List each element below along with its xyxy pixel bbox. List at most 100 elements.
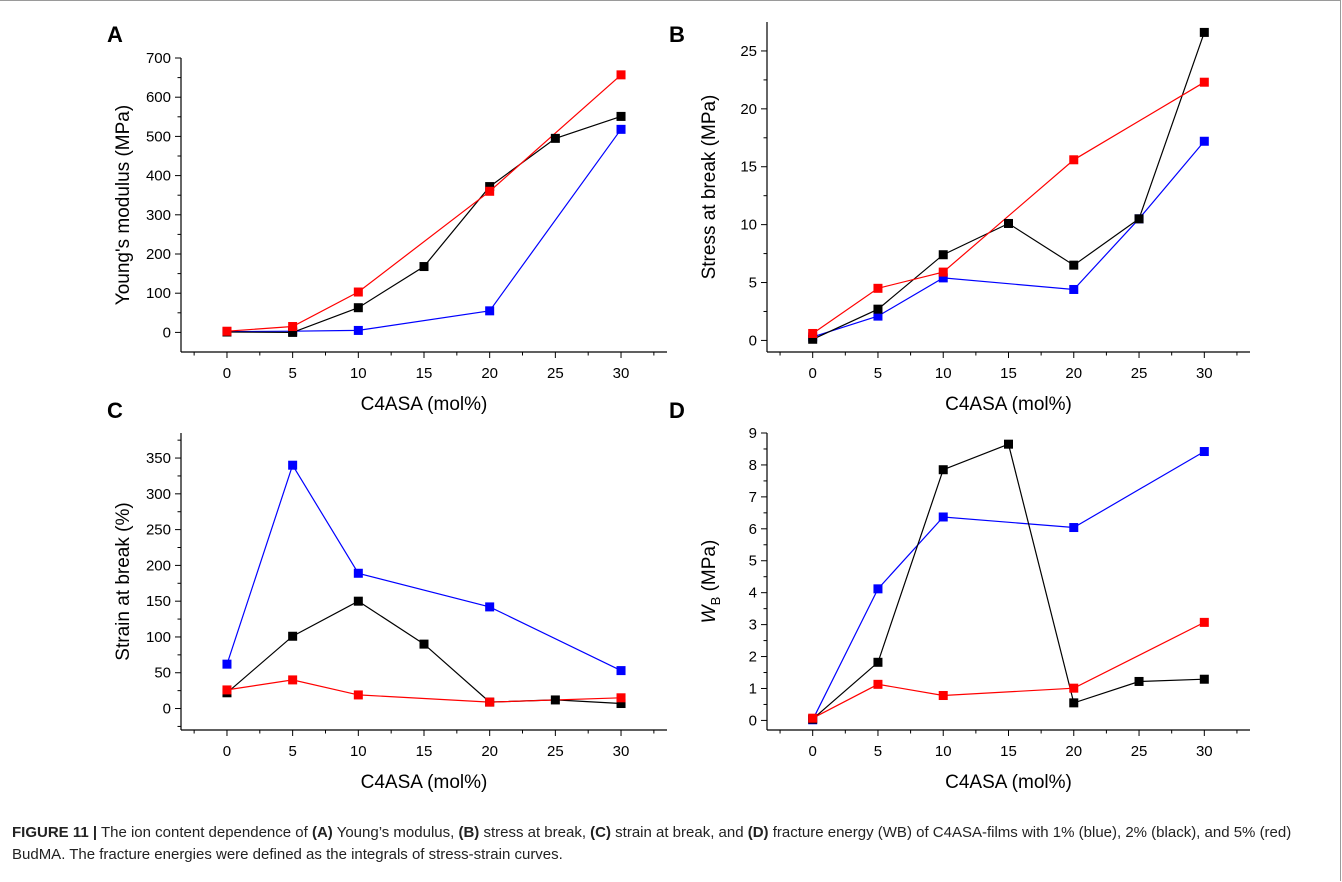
data-point — [938, 273, 948, 283]
y-tick-label: 4 — [749, 585, 757, 602]
data-point — [353, 325, 363, 335]
x-tick-label: 25 — [547, 743, 564, 760]
panel-letter-d: D — [669, 398, 685, 423]
y-tick-label: 600 — [146, 89, 171, 106]
y-tick-label: 5 — [749, 275, 757, 292]
y-tick-label: 10 — [740, 217, 757, 234]
series-line — [226, 115, 622, 334]
caption-text-1: The ion content dependence of — [97, 824, 312, 841]
x-tick-label: 15 — [416, 365, 433, 382]
data-point — [1199, 77, 1209, 87]
data-point — [616, 693, 626, 703]
y-tick-label: 200 — [146, 557, 171, 574]
x-tick-label: 30 — [613, 743, 630, 760]
data-point — [485, 182, 495, 192]
data-point — [808, 334, 818, 344]
data-point — [938, 465, 948, 475]
data-point — [938, 691, 948, 701]
data-point — [1134, 214, 1144, 224]
x-tick-label: 15 — [1000, 365, 1017, 382]
y-tick-label: 7 — [749, 489, 757, 506]
data-point — [938, 250, 948, 260]
caption-ref-a: (A) — [311, 824, 333, 841]
data-point — [550, 133, 560, 143]
y-tick-label: 20 — [740, 101, 757, 118]
data-point — [222, 326, 232, 336]
y-tick-label: 6 — [749, 521, 757, 538]
caption-text-2: Young’s modulus, — [332, 824, 459, 841]
x-tick-label: 30 — [1196, 743, 1213, 760]
data-point — [873, 679, 883, 689]
data-point — [1004, 439, 1013, 449]
y-tick-label: 500 — [146, 128, 171, 145]
y-tick-label: 25 — [740, 43, 757, 60]
data-point — [1069, 260, 1079, 270]
figure-caption: FIGURE 11 | The ion content dependence o… — [12, 822, 1312, 866]
x-tick-label: 10 — [350, 365, 367, 382]
data-point — [353, 596, 363, 606]
data-point — [485, 602, 495, 612]
x-axis-title: C4ASA (mol%) — [361, 394, 488, 415]
y-axis-title: Strain at break (%) — [113, 502, 134, 660]
panel-b: B 0 5 10 15 20 25 30 0 5 10 15 20 25 C4ASA (mol%) Stres… — [669, 22, 1250, 415]
caption-text-4: strain at break, and — [610, 824, 748, 841]
y-tick-label: 1 — [749, 680, 757, 697]
data-point — [353, 303, 363, 313]
y-tick-label: 250 — [146, 522, 171, 539]
data-point — [616, 699, 626, 709]
data-point — [873, 657, 883, 667]
x-tick-label: 10 — [935, 365, 952, 382]
data-point — [353, 287, 363, 297]
y-tick-label: 400 — [146, 168, 171, 185]
panel-letter-c: C — [107, 398, 123, 423]
y-tick-label: 700 — [146, 50, 171, 67]
caption-text-5: fracture energy (WB) of C4ASA-films with… — [12, 824, 1292, 863]
series-line — [226, 679, 622, 703]
series-line — [226, 74, 622, 332]
y-tick-label: 15 — [740, 159, 757, 176]
series-line — [812, 621, 1205, 719]
data-point — [419, 639, 429, 649]
caption-text-3: stress at break, — [479, 824, 591, 841]
x-tick-label: 25 — [1131, 365, 1148, 382]
x-tick-label: 20 — [481, 365, 498, 382]
series-line — [812, 81, 1205, 334]
data-point — [873, 283, 883, 293]
panel-a: A0 5 10 15 20 25 300100200300400500600700C4ASA… — [107, 22, 667, 415]
data-point — [353, 568, 363, 578]
y-axis-title: WB (MPa) — [699, 540, 723, 624]
data-point — [808, 328, 818, 338]
x-tick-label: 0 — [223, 743, 231, 760]
x-tick-label: 20 — [1065, 365, 1082, 382]
data-point — [1069, 698, 1079, 708]
y-tick-label: 0 — [749, 712, 757, 729]
caption-ref-d: (D) — [747, 824, 769, 841]
data-point — [616, 124, 626, 134]
data-point — [1004, 218, 1013, 228]
panel-letter-b: B — [669, 22, 685, 47]
x-axis-title: C4ASA (mol%) — [945, 772, 1072, 793]
caption-ref-c: (C) — [590, 824, 611, 841]
x-tick-label: 15 — [1000, 743, 1017, 760]
y-tick-label: 9 — [749, 425, 757, 442]
data-point — [938, 267, 948, 277]
data-point — [1199, 136, 1209, 146]
data-point — [485, 186, 495, 196]
y-tick-label: 100 — [146, 629, 171, 646]
y-tick-label: 0 — [163, 324, 171, 341]
data-point — [288, 675, 298, 685]
data-point — [873, 311, 883, 321]
panel-letter-a: A — [107, 22, 123, 47]
data-point — [288, 631, 298, 641]
panel-d: D 0 5 10 15 20 25 30 0 1 2 3 4 5 6 7 8 9 C4ASA (mol%) WB (M… — [669, 398, 1250, 793]
y-axis-title: Young's modulus (MPa) — [113, 105, 134, 305]
data-point — [222, 685, 232, 695]
y-tick-label: 100 — [146, 285, 171, 302]
y-tick-label: 0 — [749, 332, 757, 349]
data-point — [288, 322, 298, 332]
x-tick-label: 30 — [1196, 365, 1213, 382]
data-point — [616, 666, 626, 676]
y-tick-label: 2 — [749, 649, 757, 666]
data-point — [1069, 683, 1079, 693]
data-point — [1199, 674, 1209, 684]
